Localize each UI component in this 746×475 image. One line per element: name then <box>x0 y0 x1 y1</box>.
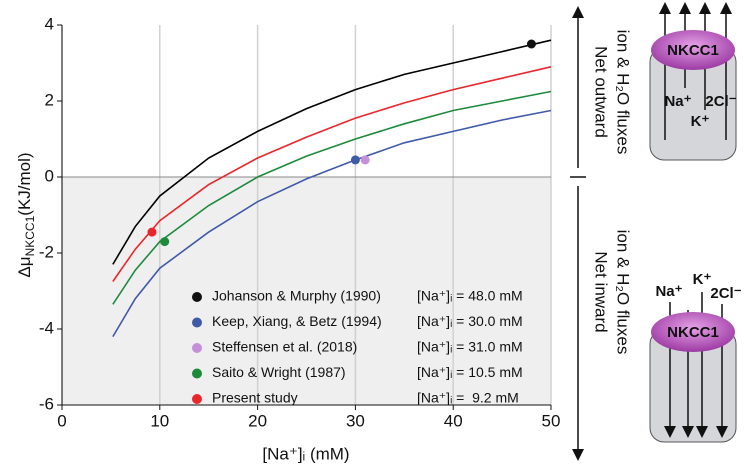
data-point <box>360 155 370 165</box>
data-point <box>526 39 536 49</box>
legend-label: [Na⁺]ᵢ = 10.5 mM <box>417 364 523 380</box>
label-bg <box>710 285 742 301</box>
ion-label: K⁺ <box>693 271 712 288</box>
x-axis-label: [Na⁺]ᵢ (mM) <box>262 444 349 463</box>
x-tick-label: 10 <box>150 411 169 430</box>
data-point <box>350 155 360 165</box>
transporter-label: NKCC1 <box>667 324 719 341</box>
y-tick-label: 2 <box>45 90 54 109</box>
legend-label: [Na⁺]ᵢ = 31.0 mM <box>417 339 523 355</box>
outward-label: Net outward <box>592 46 611 138</box>
legend-marker <box>192 317 202 328</box>
curve <box>112 39 552 265</box>
x-tick-label: 30 <box>346 411 365 430</box>
legend-marker <box>192 394 202 404</box>
ion-label: K⁺ <box>691 113 710 130</box>
legend-marker <box>192 368 202 379</box>
plot: 0 10 20 30 40 50 -6 -4 -2 0 2 4 Johanson & Murphy (1… <box>39 14 561 430</box>
legend-label: [Na⁺]ᵢ = 9.2 mM <box>417 390 519 406</box>
legend-marker <box>192 343 202 353</box>
inward-label: ion & H₂O fluxes <box>614 230 633 355</box>
y-tick-label: -4 <box>39 318 54 337</box>
y-label-subscript: NKCC1 <box>23 215 37 256</box>
ion-label: 2Cl⁻ <box>710 285 741 302</box>
ion-label: 2Cl⁻ <box>705 93 736 110</box>
outward-label: ion & H₂O fluxes <box>614 30 633 155</box>
y-tick-label: 0 <box>45 166 54 185</box>
x-tick-label: 50 <box>542 411 561 430</box>
transporter <box>651 30 735 70</box>
legend-name: Johanson & Murphy (1990) <box>212 288 381 304</box>
legend-label: [Na⁺]ᵢ = 30.0 mM <box>417 313 523 329</box>
label-bg <box>692 270 712 286</box>
x-tick-label: 20 <box>248 411 267 430</box>
legend-marker <box>192 292 202 302</box>
ion-label: Na⁺ <box>655 283 682 300</box>
y-label-unit: (KJ/mol) <box>15 152 34 215</box>
y-label-symbol: Δμ <box>15 256 34 277</box>
inward-label: Net inward <box>592 251 611 332</box>
side-panel: Net outward ion & H₂O fluxes Net inward … <box>570 2 742 461</box>
legend-label: [Na⁺]ᵢ = 48.0 mM <box>417 288 523 304</box>
legend-name: Saito & Wright (1987) <box>212 364 346 380</box>
y-tick-label: -6 <box>39 394 54 413</box>
data-point <box>147 227 157 237</box>
ion-label: Na⁺ <box>664 93 691 110</box>
x-tick-label: 40 <box>444 411 463 430</box>
transporter <box>651 312 735 352</box>
data-point <box>160 237 170 247</box>
curve <box>112 109 552 338</box>
y-axis-label: ΔμNKCC1(KJ/mol) <box>15 152 37 277</box>
transporter-label: NKCC1 <box>667 42 719 59</box>
curve <box>112 90 552 305</box>
x-tick-label: 0 <box>57 411 66 430</box>
legend-name: Present study <box>212 390 298 406</box>
legend-name: Steffensen et al. (2018) <box>212 339 357 355</box>
y-tick-label: 4 <box>45 14 54 33</box>
legend-name: Keep, Xiang, & Betz (1994) <box>212 313 382 329</box>
label-bg <box>658 282 682 298</box>
y-tick-label: -2 <box>39 242 54 261</box>
